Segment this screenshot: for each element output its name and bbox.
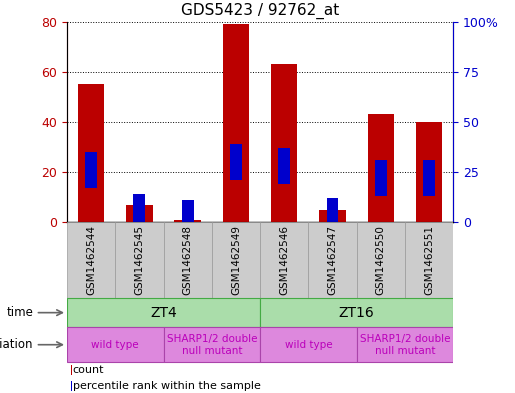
Bar <box>222 24 249 222</box>
Bar <box>182 200 194 236</box>
Bar <box>405 222 453 298</box>
Text: GSM1462546: GSM1462546 <box>279 225 289 295</box>
Text: GSM1462550: GSM1462550 <box>376 225 386 295</box>
Bar <box>375 160 387 196</box>
Bar <box>163 327 260 362</box>
Bar <box>423 160 435 196</box>
Bar <box>85 152 97 188</box>
Bar <box>78 84 105 222</box>
Bar <box>212 222 260 298</box>
Bar <box>416 122 442 222</box>
Text: SHARP1/2 double
null mutant: SHARP1/2 double null mutant <box>359 334 450 356</box>
Text: percentile rank within the sample: percentile rank within the sample <box>73 381 261 391</box>
Title: GDS5423 / 92762_at: GDS5423 / 92762_at <box>181 3 339 19</box>
Bar <box>356 327 453 362</box>
Bar <box>308 222 356 298</box>
Bar <box>271 64 298 222</box>
Bar <box>260 327 356 362</box>
Text: wild type: wild type <box>285 340 332 350</box>
Text: count: count <box>73 365 104 375</box>
Text: wild type: wild type <box>92 340 139 350</box>
Bar <box>368 114 394 222</box>
Text: GSM1462547: GSM1462547 <box>328 225 337 295</box>
Text: ZT4: ZT4 <box>150 306 177 320</box>
Bar <box>71 382 73 391</box>
Text: ZT16: ZT16 <box>339 306 374 320</box>
Bar <box>260 298 453 327</box>
Bar <box>319 209 346 222</box>
Text: GSM1462548: GSM1462548 <box>183 225 193 295</box>
Bar <box>327 198 338 234</box>
Bar <box>67 222 115 298</box>
Bar <box>71 365 73 375</box>
Bar <box>115 222 163 298</box>
Bar <box>230 144 242 180</box>
Bar <box>126 204 152 222</box>
Bar <box>67 298 260 327</box>
Bar <box>175 220 201 222</box>
Bar <box>163 222 212 298</box>
Text: time: time <box>6 306 33 319</box>
Bar <box>133 194 145 230</box>
Text: GSM1462551: GSM1462551 <box>424 225 434 295</box>
Bar <box>67 327 163 362</box>
Text: GSM1462544: GSM1462544 <box>86 225 96 295</box>
Text: GSM1462549: GSM1462549 <box>231 225 241 295</box>
Text: SHARP1/2 double
null mutant: SHARP1/2 double null mutant <box>166 334 257 356</box>
Bar <box>356 222 405 298</box>
Text: GSM1462545: GSM1462545 <box>134 225 144 295</box>
Bar <box>278 148 290 184</box>
Text: genotype/variation: genotype/variation <box>0 338 33 351</box>
Bar <box>260 222 308 298</box>
